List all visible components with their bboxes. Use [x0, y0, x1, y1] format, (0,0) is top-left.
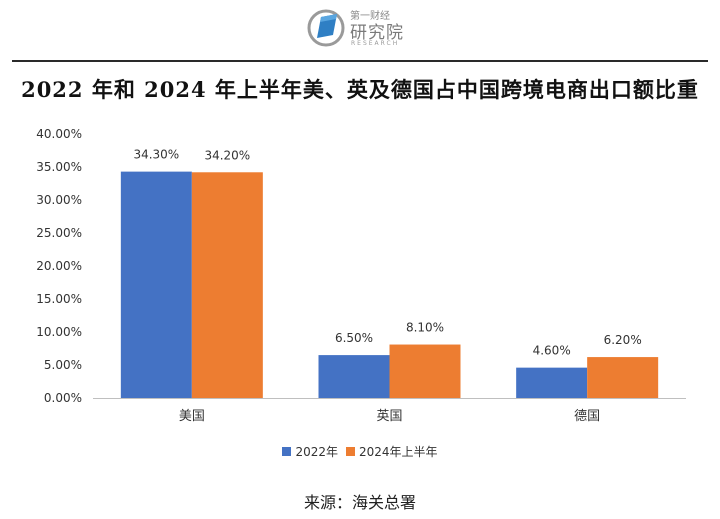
data-label: 34.30% [133, 148, 179, 162]
data-label: 34.20% [204, 148, 250, 162]
bar-2024h1 [191, 172, 263, 398]
bar-2024h1 [389, 344, 461, 398]
bar-2024h1 [587, 357, 659, 398]
y-tick-label: 30.00% [36, 193, 82, 207]
bar-chart: 0.00% 5.00% 10.00% 15.00% 20.00% 25.00% 30.00%… [36, 127, 686, 424]
chart-title: 2022 年和 2024 年上半年美、英及德国占中国跨境电商出口额比重 [21, 77, 699, 102]
legend-item-2022: 2022年 [282, 443, 338, 460]
legend-label-2024h1: 2024年上半年 [359, 445, 438, 459]
bar-2022 [120, 171, 192, 398]
bar-2022 [516, 367, 588, 398]
logo-main-text: 研究院 [350, 23, 404, 43]
data-label: 6.20% [604, 333, 642, 347]
data-label: 4.60% [533, 344, 571, 358]
x-tick-label: 英国 [376, 409, 402, 424]
legend-item-2024h1: 2024年上半年 [346, 443, 438, 460]
x-tick-label: 德国 [574, 409, 600, 424]
logo-book-icon [307, 9, 345, 47]
y-tick-label: 5.00% [44, 358, 82, 372]
y-tick-label: 35.00% [36, 160, 82, 174]
x-tick-label: 美国 [179, 409, 205, 424]
y-tick-label: 15.00% [36, 292, 82, 306]
source-note: 来源：海关总署 [303, 493, 416, 512]
logo-top-text: 第一财经 [350, 11, 390, 22]
legend-swatch-2024h1 [346, 447, 355, 456]
y-tick-label: 10.00% [36, 325, 82, 339]
legend: 2022年 2024年上半年 [0, 443, 720, 460]
logo: 第一财经 研究院 RESEARCH [306, 4, 416, 50]
legend-label-2022: 2022年 [295, 445, 338, 459]
y-tick-label: 20.00% [36, 259, 82, 273]
y-tick-label: 40.00% [36, 127, 82, 141]
y-tick-label: 25.00% [36, 226, 82, 240]
y-tick-label: 0.00% [44, 391, 82, 405]
bar-2022 [318, 355, 390, 398]
legend-swatch-2022 [282, 447, 292, 456]
data-label: 8.10% [406, 321, 444, 335]
header-divider [12, 60, 708, 62]
logo-sub-text: RESEARCH [351, 40, 400, 47]
data-label: 6.50% [335, 331, 373, 345]
